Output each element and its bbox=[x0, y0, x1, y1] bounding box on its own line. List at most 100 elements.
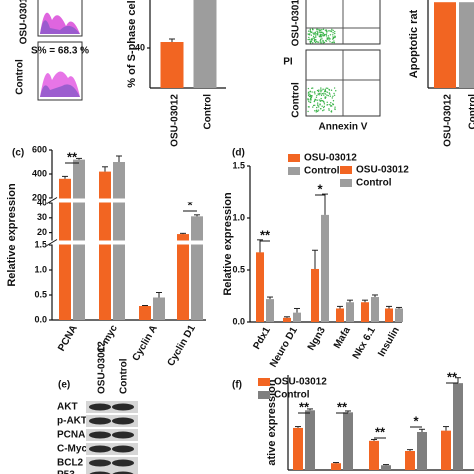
flow-dot bbox=[322, 28, 325, 31]
blot-column: OSU-03012 bbox=[97, 341, 108, 394]
flow-dot bbox=[318, 99, 321, 101]
flow-dot bbox=[319, 89, 322, 91]
flow-dot bbox=[308, 106, 310, 108]
x-tick-label: Control bbox=[468, 94, 474, 130]
flow-dot bbox=[332, 95, 334, 97]
bar bbox=[369, 440, 379, 470]
blot-band bbox=[89, 471, 111, 474]
flow-dot bbox=[318, 31, 321, 33]
flow-dot bbox=[330, 89, 333, 91]
flow-dot bbox=[324, 88, 326, 91]
bar bbox=[417, 432, 427, 470]
sig-label: ** bbox=[375, 424, 386, 439]
flow-dot bbox=[329, 41, 331, 43]
flow-dot bbox=[317, 109, 320, 111]
flow-dot bbox=[314, 104, 316, 107]
flow-dot bbox=[322, 88, 324, 90]
blot-column: Control bbox=[119, 358, 130, 394]
flow-dot bbox=[323, 109, 325, 111]
flow-dot bbox=[317, 90, 320, 93]
flow-dot bbox=[328, 109, 330, 111]
flow-dot bbox=[334, 36, 336, 39]
flow-dot bbox=[309, 91, 311, 93]
flow-dot bbox=[329, 93, 331, 95]
x-tick-label: Control bbox=[203, 94, 214, 130]
flow-plots: PI Annexin V OSU-03012 Control bbox=[283, 0, 381, 133]
flow-dot bbox=[329, 34, 332, 36]
sig-label: ** bbox=[67, 149, 78, 164]
panel-label: (e) bbox=[58, 380, 70, 391]
y-tick-label: 600 bbox=[32, 144, 47, 154]
flow-dot bbox=[333, 40, 335, 42]
flow-dot bbox=[314, 91, 316, 93]
flow-dot bbox=[320, 42, 322, 44]
hist-label: OSU-03012 bbox=[19, 0, 30, 44]
flow-dot bbox=[312, 42, 314, 44]
blot-band bbox=[112, 459, 134, 467]
blot-band bbox=[112, 471, 134, 474]
flow-dot bbox=[309, 31, 312, 33]
flow-dot bbox=[327, 37, 329, 39]
y-tick-label: 1.5 bbox=[34, 239, 47, 249]
y-axis-label: ative expression bbox=[266, 379, 278, 465]
flow-dot bbox=[320, 93, 322, 95]
flow-dot bbox=[325, 35, 328, 37]
flow-dot bbox=[309, 98, 312, 100]
flow-dot bbox=[325, 96, 327, 99]
flow-dot bbox=[323, 92, 325, 94]
flow-dot bbox=[319, 29, 322, 31]
flow-dot bbox=[315, 36, 317, 38]
flow-dot bbox=[334, 106, 336, 108]
x-tick-label: Ngn3 bbox=[306, 325, 328, 353]
flow-dot bbox=[321, 89, 323, 91]
flow-dot bbox=[316, 30, 318, 32]
flow-dot bbox=[316, 34, 319, 36]
flow-dot bbox=[314, 93, 316, 95]
flow-label: OSU-03012 bbox=[291, 0, 302, 46]
flow-dot bbox=[313, 37, 316, 39]
flow-dot bbox=[311, 28, 314, 30]
flow-dot bbox=[318, 35, 320, 37]
blot-band bbox=[89, 445, 111, 453]
flow-dot bbox=[308, 99, 310, 101]
y-tick-label: 0.0 bbox=[232, 316, 245, 326]
flow-dot bbox=[307, 98, 309, 100]
flow-dot bbox=[316, 102, 319, 104]
bar bbox=[266, 299, 274, 322]
blot-row: P53 bbox=[57, 470, 75, 474]
bar bbox=[395, 308, 403, 322]
flow-dot bbox=[333, 36, 335, 39]
bar bbox=[99, 171, 111, 320]
sig-label: * bbox=[413, 413, 419, 428]
flow-dot bbox=[333, 92, 335, 95]
flow-dot bbox=[330, 110, 333, 112]
flow-dot bbox=[310, 40, 313, 43]
flow-dot bbox=[312, 32, 314, 34]
flow-dot bbox=[309, 99, 312, 101]
flow-dot bbox=[321, 38, 323, 40]
x-tick-label: Insulin bbox=[376, 325, 402, 358]
flow-dot bbox=[332, 41, 334, 43]
bar bbox=[371, 297, 379, 322]
x-tick-label: Mafa bbox=[332, 325, 353, 351]
flow-dot bbox=[324, 33, 326, 36]
flow-dot bbox=[313, 39, 316, 42]
flow-dot bbox=[321, 105, 323, 107]
y-tick-label: 1.0 bbox=[232, 212, 245, 222]
flow-dot bbox=[307, 94, 310, 97]
break-mark bbox=[46, 239, 58, 246]
flow-dot bbox=[314, 39, 317, 41]
legend-swatch bbox=[288, 167, 300, 175]
flow-dot bbox=[313, 38, 316, 41]
flow-dot bbox=[313, 32, 316, 34]
flow-dot bbox=[324, 29, 327, 31]
flow-dot bbox=[307, 110, 309, 113]
flow-dot bbox=[332, 29, 334, 32]
flow-dot bbox=[308, 38, 311, 41]
flow-dot bbox=[319, 100, 322, 102]
flow-dot bbox=[325, 39, 327, 42]
flow-dot bbox=[325, 90, 327, 93]
flow-dot bbox=[329, 30, 331, 32]
flow-dot bbox=[321, 34, 323, 36]
flow-dot bbox=[313, 100, 316, 103]
